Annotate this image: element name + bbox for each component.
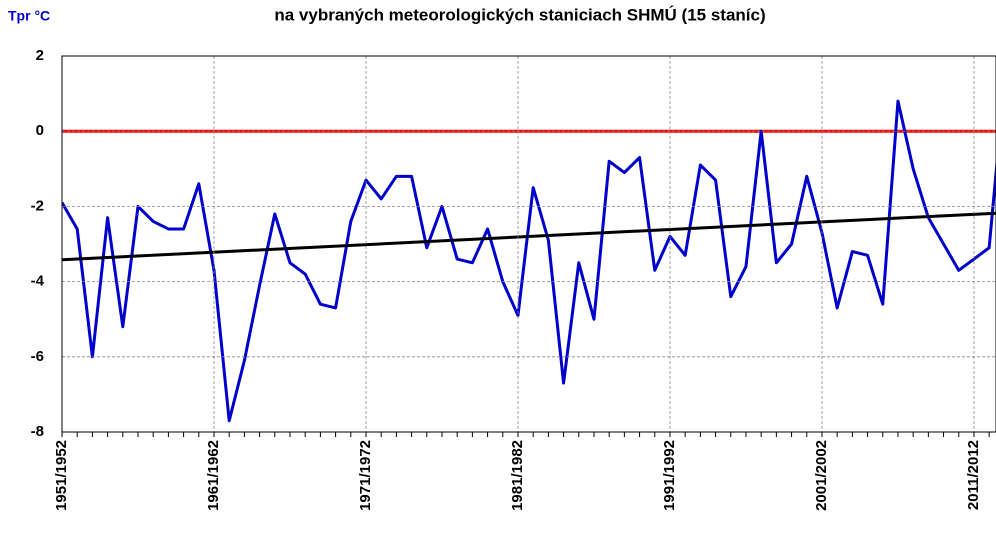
x-tick-label: 2001/2002 [813, 440, 830, 511]
chart-title: na vybraných meteorologických staniciach… [274, 5, 765, 24]
y-axis-label: Tpr °C [8, 8, 50, 24]
x-tick-label: 1991/1992 [661, 440, 678, 511]
y-tick-label: 2 [36, 47, 44, 64]
x-tick-label: 1971/1972 [357, 440, 374, 511]
trend-line [62, 211, 996, 262]
x-tick-label: 1951/1952 [53, 440, 70, 511]
y-tick-label: 0 [36, 122, 44, 139]
y-tick-label: -2 [31, 197, 44, 214]
x-tick-label: 2011/2012 [965, 440, 982, 510]
y-tick-label: -4 [31, 273, 45, 290]
plot-frame [61, 55, 996, 433]
plot-area [62, 99, 996, 423]
y-tick-label: -6 [31, 348, 44, 365]
x-tick-label: 1961/1962 [205, 440, 222, 511]
y-tick-label: -8 [31, 423, 44, 440]
x-tick-label: 1981/1982 [509, 440, 526, 511]
data-line [62, 99, 996, 423]
